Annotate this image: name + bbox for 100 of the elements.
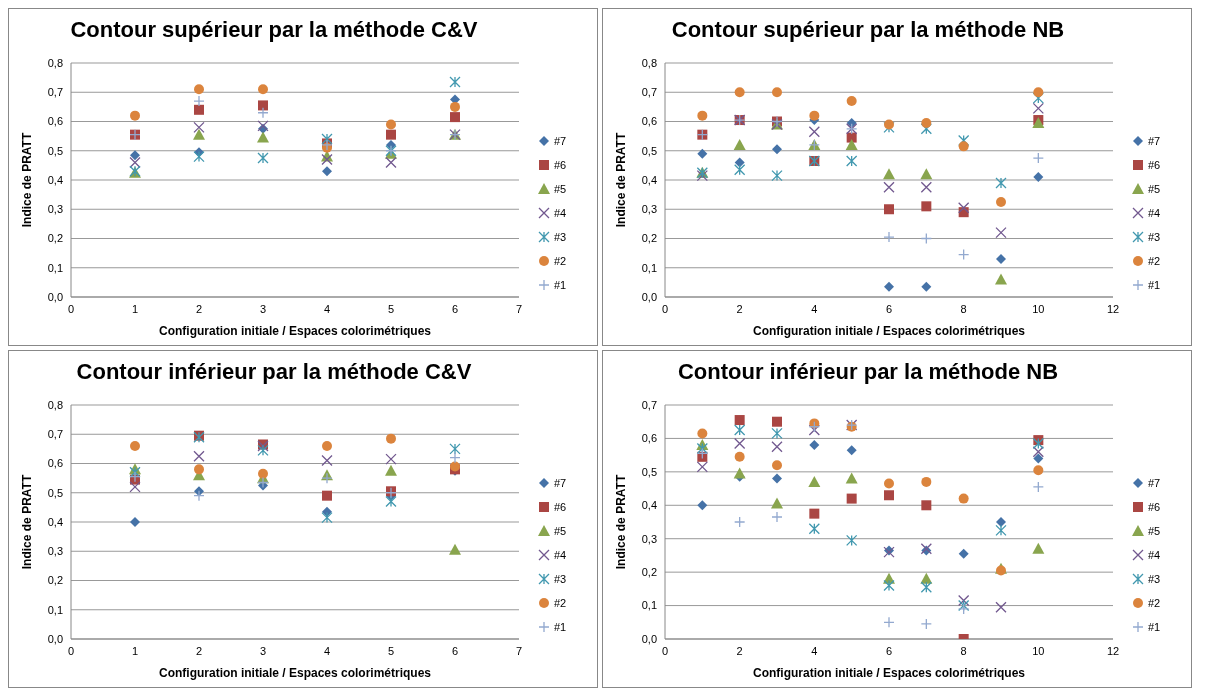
legend-label: #1: [554, 279, 567, 291]
x-tick-label: 0: [661, 644, 669, 657]
y-tick-label: 0,8: [641, 56, 657, 69]
x-tick-label: 4: [323, 302, 331, 315]
legend-label: #6: [1148, 501, 1161, 513]
y-tick-label: 0,0: [47, 290, 63, 303]
x-axis-title: Configuration initiale / Espaces colorimétriques: [752, 324, 1026, 338]
y-tick-label: 0,1: [641, 599, 657, 612]
legend-label: #5: [554, 525, 567, 537]
x-tick-label: 7: [515, 644, 523, 657]
x-tick-label: 6: [451, 302, 459, 315]
chart-title: Contour inférieur par la méthode NB: [676, 359, 1060, 385]
y-axis-title: Indice de PRATT: [614, 474, 629, 570]
y-tick-label: 0,4: [47, 515, 63, 528]
x-tick-label: 4: [323, 644, 331, 657]
legend-label: #3: [1148, 573, 1161, 585]
x-tick-label: 1: [131, 644, 139, 657]
y-tick-label: 0,3: [641, 532, 657, 545]
y-tick-label: 0,1: [47, 261, 63, 274]
legend-label: #5: [1148, 525, 1161, 537]
y-tick-label: 0,1: [47, 603, 63, 616]
legend-label: #3: [554, 231, 567, 243]
legend-label: #1: [554, 621, 567, 633]
x-tick-label: 3: [259, 302, 267, 315]
legend-label: #7: [554, 135, 567, 147]
y-tick-label: 0,3: [641, 203, 657, 216]
legend-label: #7: [1148, 477, 1161, 489]
x-tick-label: 8: [960, 302, 967, 315]
x-tick-label: 10: [1032, 302, 1045, 315]
y-tick-label: 0,7: [641, 86, 657, 99]
y-tick-label: 0,5: [641, 144, 657, 157]
x-axis-title: Configuration initiale / Espaces colorimétriques: [158, 324, 432, 338]
y-tick-label: 0,5: [47, 486, 63, 499]
y-tick-label: 0,2: [47, 574, 63, 587]
y-axis-title: Indice de PRATT: [20, 474, 35, 570]
legend-label: #4: [554, 207, 567, 219]
legend-label: #1: [1148, 621, 1161, 633]
x-tick-label: 0: [67, 644, 75, 657]
y-tick-label: 0,5: [641, 465, 657, 478]
x-axis-title: Configuration initiale / Espaces colorimétriques: [158, 666, 432, 680]
legend-label: #4: [554, 549, 567, 561]
x-tick-label: 2: [195, 644, 203, 657]
y-tick-label: 0,5: [47, 144, 63, 157]
y-tick-label: 0,1: [641, 261, 657, 274]
x-tick-label: 0: [67, 302, 75, 315]
x-tick-label: 4: [811, 302, 818, 315]
y-tick-label: 0,4: [47, 173, 63, 186]
y-tick-label: 0,6: [47, 457, 63, 470]
y-tick-label: 0,3: [47, 203, 63, 216]
legend-label: #2: [1148, 597, 1161, 609]
x-tick-label: 6: [451, 644, 459, 657]
legend-label: #2: [554, 255, 567, 267]
y-axis-title: Indice de PRATT: [20, 132, 35, 228]
y-tick-label: 0,2: [641, 232, 657, 245]
x-tick-label: 12: [1106, 302, 1120, 315]
legend-label: #2: [554, 597, 567, 609]
chart-title: Contour supérieur par la méthode C&V: [69, 17, 479, 43]
x-tick-label: 1: [131, 302, 139, 315]
x-tick-label: 8: [960, 644, 967, 657]
y-tick-label: 0,6: [47, 115, 63, 128]
y-tick-label: 0,2: [47, 232, 63, 245]
y-tick-label: 0,0: [641, 632, 657, 645]
y-tick-label: 0,0: [47, 632, 63, 645]
x-tick-label: 7: [515, 302, 523, 315]
x-tick-label: 6: [885, 302, 893, 315]
legend-label: #3: [554, 573, 567, 585]
y-tick-label: 0,8: [47, 398, 63, 411]
y-tick-label: 0,8: [47, 56, 63, 69]
legend-label: #4: [1148, 207, 1161, 219]
legend-label: #1: [1148, 279, 1161, 291]
y-tick-label: 0,0: [641, 290, 657, 303]
y-tick-label: 0,4: [641, 499, 657, 512]
y-tick-label: 0,3: [47, 545, 63, 558]
y-tick-label: 0,6: [641, 432, 657, 445]
y-tick-label: 0,4: [641, 173, 657, 186]
x-tick-label: 5: [387, 644, 395, 657]
legend-label: #6: [554, 501, 567, 513]
legend-label: #5: [554, 183, 567, 195]
y-tick-label: 0,7: [47, 428, 63, 441]
legend-label: #7: [1148, 135, 1161, 147]
y-tick-label: 0,6: [641, 115, 657, 128]
x-tick-label: 12: [1106, 644, 1120, 657]
x-tick-label: 2: [195, 302, 203, 315]
legend-label: #5: [1148, 183, 1161, 195]
x-tick-label: 4: [811, 644, 818, 657]
x-tick-label: 0: [661, 302, 669, 315]
chart-title: Contour inférieur par la méthode C&V: [75, 359, 473, 385]
legend-label: #3: [1148, 231, 1161, 243]
legend-label: #6: [554, 159, 567, 171]
y-tick-label: 0,7: [641, 398, 657, 411]
x-tick-label: 3: [259, 644, 267, 657]
chart-title: Contour supérieur par la méthode NB: [670, 17, 1066, 43]
legend-label: #4: [1148, 549, 1161, 561]
y-tick-label: 0,7: [47, 86, 63, 99]
x-tick-label: 10: [1032, 644, 1045, 657]
x-tick-label: 2: [736, 644, 743, 657]
legend-label: #2: [1148, 255, 1161, 267]
x-tick-label: 5: [387, 302, 395, 315]
y-axis-title: Indice de PRATT: [614, 132, 629, 228]
x-tick-label: 2: [736, 302, 743, 315]
